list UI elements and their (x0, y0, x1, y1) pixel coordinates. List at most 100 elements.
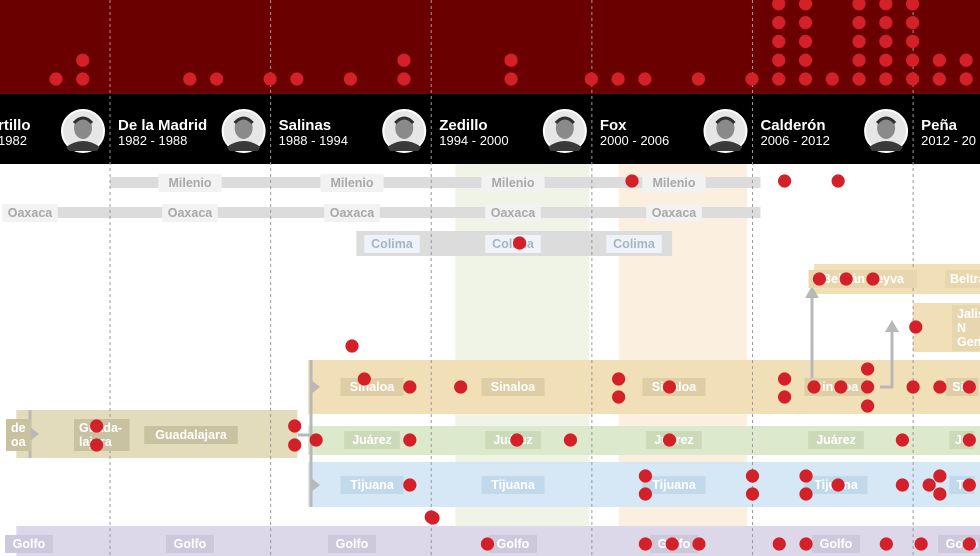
portrait-suit-icon (547, 141, 582, 151)
bar-label-chip (144, 426, 238, 444)
capo-count-dot (852, 53, 866, 67)
bar-label-colima: Colima (613, 237, 656, 251)
capo-event-dot (839, 272, 853, 286)
capo-count-dot (906, 53, 920, 67)
bar-label-oaxaca: Oaxaca (652, 206, 698, 220)
capo-event-dot (860, 399, 875, 413)
bar-label-milenio: Milenio (168, 176, 211, 190)
capo-event-dot (662, 433, 677, 447)
bar-label-chip (808, 431, 864, 449)
bar-label-golfo: Golfo (820, 537, 853, 551)
capo-event-dot (288, 438, 302, 452)
capo-event-dot (909, 320, 923, 334)
capo-event-dot (357, 372, 371, 386)
bar-label-milenio: Milenio (491, 176, 534, 190)
capo-count-dot (397, 72, 411, 86)
capo-event-dot (866, 272, 880, 286)
portrait-hair-icon (554, 116, 575, 125)
capo-event-dot (772, 537, 786, 551)
capo-event-dot (933, 380, 947, 394)
bar-label-chip (2, 204, 58, 222)
portrait-face-icon (555, 117, 574, 139)
bar-label-beltran2: Beltrá (950, 272, 980, 286)
bar-label-golfo: Golfo (497, 537, 530, 551)
capo-event-dot (962, 433, 976, 447)
capo-event-dot (922, 478, 936, 492)
capo-event-dot (778, 174, 792, 188)
bar-label-oaxaca: Oaxaca (491, 206, 537, 220)
capo-count-dot (825, 72, 839, 86)
bar-label-golfo: Golfo (336, 537, 369, 551)
bar-label-jalisco: N (957, 321, 966, 335)
capo-event-dot (745, 469, 760, 483)
bar-label-oaxaca: Oaxaca (8, 206, 54, 220)
capo-event-dot (90, 438, 104, 452)
capo-count-dot (798, 34, 813, 49)
portrait-face-icon (716, 117, 735, 139)
president-years: 2006 - 2012 (760, 133, 829, 148)
bar-label-milenio: Milenio (652, 176, 695, 190)
capo-count-dot (879, 16, 893, 30)
split-jalisco-line (880, 330, 894, 389)
president-years: 2000 - 2006 (600, 133, 669, 148)
bar-label-tijuana: Tijuana (350, 478, 395, 492)
capo-event-dot (510, 433, 524, 447)
bar-label-chip (328, 535, 376, 553)
capo-count-dot (638, 72, 652, 86)
portrait-face-icon (395, 117, 414, 139)
portrait-face-icon (234, 117, 253, 139)
bar-oaxaca (16, 207, 761, 218)
bar-label-chip (952, 305, 980, 351)
portrait-hair-icon (875, 116, 897, 125)
capo-event-dot (638, 469, 653, 483)
bar-label-chip (324, 204, 380, 222)
portrait-suit-icon (226, 141, 261, 151)
capo-event-dot (906, 380, 920, 394)
capo-event-dot (403, 433, 417, 447)
capo-event-dot (831, 174, 845, 188)
bar-juarez (308, 426, 980, 455)
capo-event-dot (879, 537, 893, 551)
capo-event-dot (933, 487, 947, 501)
bar-label-tijuana: Tijuana (652, 478, 697, 492)
bar-label-oaxaca: Oaxaca (330, 206, 376, 220)
capo-count-dot (879, 34, 893, 49)
bar-label-chip (485, 204, 541, 222)
capo-count-dot (932, 72, 946, 86)
bar-label-chip (642, 476, 706, 494)
bar-label-oaxaca: Oaxaca (168, 206, 214, 220)
bar-label-chip (646, 204, 702, 222)
bar-label-chip (606, 235, 662, 253)
bar-label-chip (158, 174, 222, 192)
capo-count-dot (772, 72, 786, 86)
bar-label-tijuana: Ti (957, 478, 968, 492)
capo-event-dot (638, 487, 653, 501)
capo-count-dot (263, 72, 277, 86)
president-years: 1994 - 2000 (439, 133, 508, 148)
capo-count-dot (76, 72, 90, 86)
capo-event-dot (807, 380, 821, 394)
capo-count-dot (290, 72, 304, 86)
capo-count-dot (183, 72, 197, 86)
bar-label-golfo: Golfo (174, 537, 207, 551)
bar-label-jalisco: Jalisco (957, 307, 980, 321)
president-name: Salinas (279, 117, 332, 134)
bar-label-chip (945, 270, 980, 288)
capo-count-dot (209, 72, 224, 86)
capo-event-dot (799, 469, 813, 483)
capo-event-dot (860, 380, 875, 394)
capo-count-dot (76, 53, 90, 67)
count-dots-layer (49, 0, 973, 86)
president-years: 1988 - 1994 (279, 133, 348, 148)
capo-event-dot (962, 380, 976, 394)
capo-event-dot (933, 469, 947, 483)
bar-label-chip (5, 535, 53, 553)
bar-label-chip (808, 270, 918, 288)
bar-label-chip (340, 378, 404, 396)
bar-label-golfo: Golfo (13, 537, 46, 551)
bar-label-chip (485, 235, 541, 253)
bar-label-chip (489, 535, 537, 553)
capo-event-dot (834, 380, 848, 394)
